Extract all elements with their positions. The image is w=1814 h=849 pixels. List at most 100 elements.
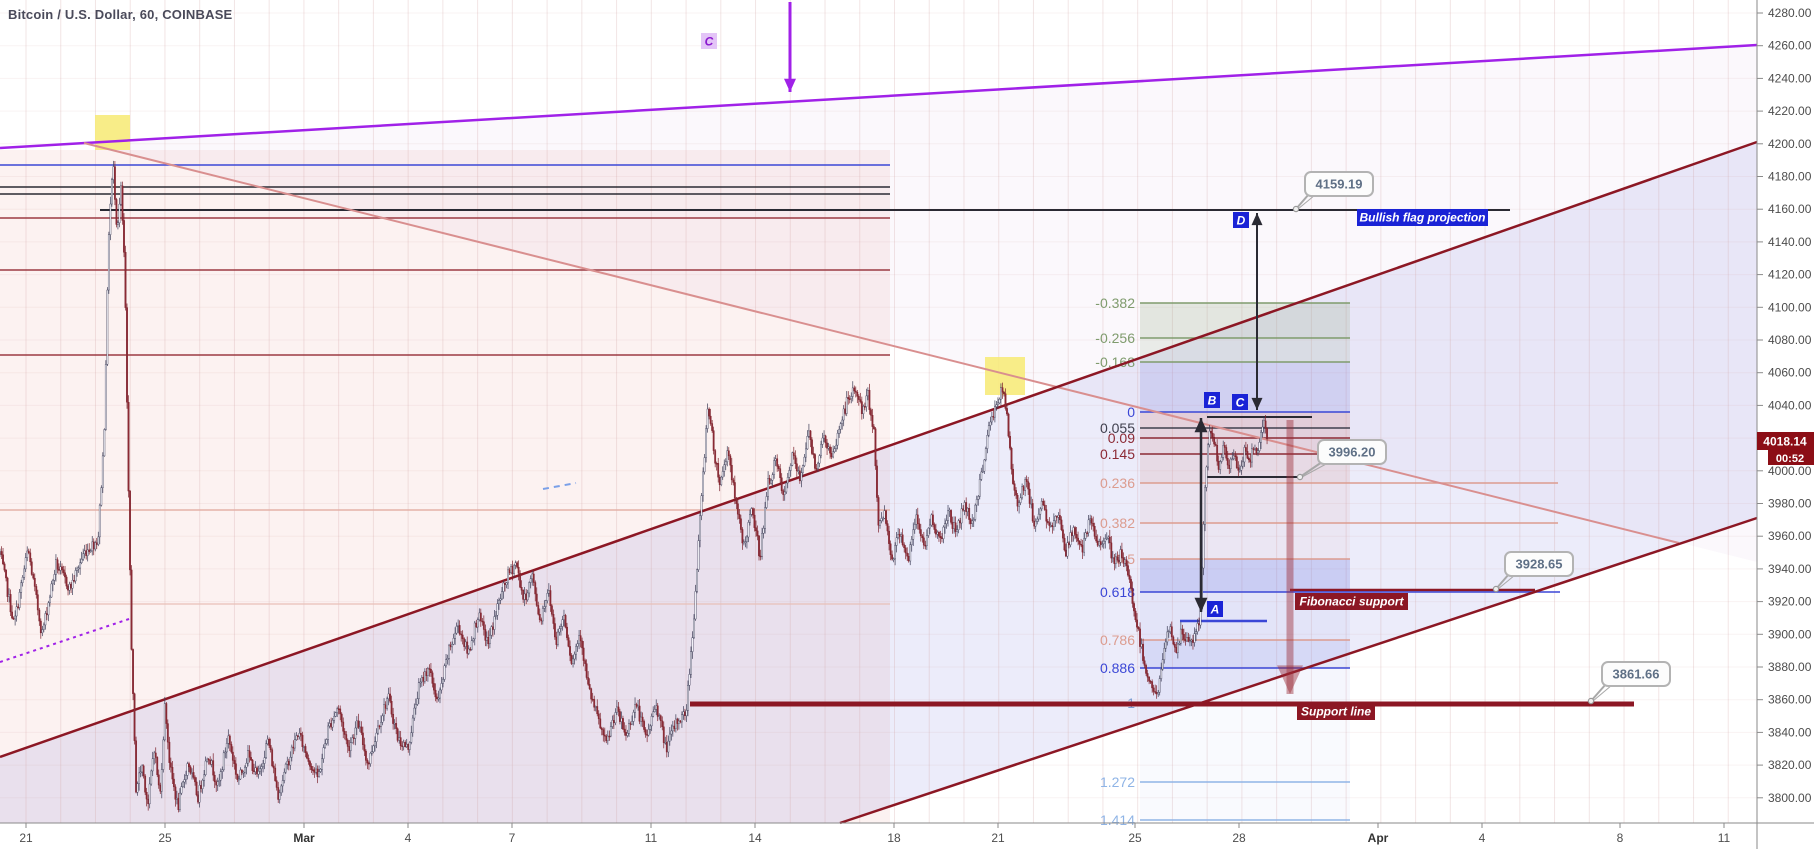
candlestick bbox=[309, 761, 311, 767]
candlestick bbox=[1130, 579, 1132, 589]
price-callout[interactable]: 4159.19 bbox=[1292, 171, 1374, 213]
candlestick bbox=[1266, 428, 1268, 440]
marker-c[interactable]: C bbox=[701, 33, 717, 49]
candlestick bbox=[768, 478, 771, 484]
candlestick bbox=[1022, 486, 1025, 491]
candlestick bbox=[392, 713, 395, 724]
candlestick bbox=[953, 522, 955, 529]
candlestick bbox=[292, 746, 295, 749]
purple-wave-line[interactable] bbox=[0, 43, 1758, 150]
candlestick bbox=[901, 534, 904, 545]
price-callout[interactable]: 3996.20 bbox=[1296, 439, 1387, 481]
purple-dotted-line[interactable] bbox=[0, 617, 133, 663]
candlestick bbox=[907, 556, 910, 562]
candlestick bbox=[446, 658, 449, 660]
candlestick bbox=[860, 401, 863, 414]
candlestick bbox=[640, 716, 642, 722]
candlestick bbox=[372, 745, 375, 753]
candlestick bbox=[758, 535, 760, 557]
highlight-feb-spike[interactable] bbox=[95, 115, 130, 150]
tag-bullish-flag-projection[interactable]: Bullish flag projection bbox=[1357, 209, 1488, 226]
fib-band bbox=[1140, 338, 1350, 362]
candlestick bbox=[575, 646, 577, 655]
marker-b[interactable]: B bbox=[1204, 392, 1220, 408]
candlestick bbox=[138, 772, 141, 784]
candlestick bbox=[230, 744, 233, 753]
candlestick bbox=[194, 777, 196, 783]
candlestick bbox=[851, 387, 854, 397]
candlestick bbox=[191, 772, 193, 774]
price-axis[interactable]: 4280.00 4260.00 4240.00 4220.00 4200.00 4180.… bbox=[1756, 0, 1814, 849]
candlestick bbox=[750, 508, 753, 515]
candlestick bbox=[833, 448, 836, 452]
candlestick bbox=[972, 519, 975, 522]
candlestick bbox=[603, 734, 606, 737]
candlestick bbox=[1204, 487, 1206, 525]
candlestick bbox=[198, 785, 201, 803]
candlestick bbox=[162, 739, 165, 770]
candlestick bbox=[368, 762, 370, 765]
price-callout[interactable]: 3928.65 bbox=[1492, 551, 1574, 593]
candlestick bbox=[594, 706, 597, 708]
candlestick bbox=[563, 615, 565, 620]
candlestick bbox=[121, 185, 124, 221]
fib-band bbox=[1140, 523, 1350, 559]
candlestick bbox=[215, 781, 218, 786]
candlestick bbox=[847, 397, 850, 399]
candlestick bbox=[263, 757, 266, 764]
candlestick bbox=[1170, 626, 1173, 638]
candlestick bbox=[380, 721, 382, 727]
candlestick bbox=[62, 569, 65, 573]
ab-impulse-arrow[interactable] bbox=[1194, 418, 1208, 612]
purple-wave-arrow[interactable] bbox=[784, 2, 796, 92]
candlestick bbox=[225, 743, 228, 753]
marker-c[interactable]: C bbox=[1232, 394, 1248, 410]
channel-lower-line[interactable] bbox=[839, 516, 1758, 825]
support-drop-arrow[interactable] bbox=[1277, 420, 1303, 694]
d-projection-arrow[interactable] bbox=[1251, 213, 1263, 410]
candlestick bbox=[706, 408, 709, 429]
candlestick bbox=[395, 723, 398, 729]
candlestick bbox=[709, 415, 712, 424]
fib-band bbox=[1140, 412, 1350, 428]
time-axis[interactable]: 21 25 Mar 4 7 11 14 18 21 25 28 Apr 4 8 11 bbox=[0, 822, 1814, 845]
candlestick bbox=[915, 514, 918, 525]
marker-d[interactable]: D bbox=[1233, 212, 1249, 228]
candlestick bbox=[52, 580, 54, 585]
candlestick bbox=[743, 541, 745, 544]
callout-pointer2 bbox=[1497, 574, 1516, 590]
tag-support-line[interactable]: Support line bbox=[1297, 704, 1375, 720]
pink-downtrend-line[interactable] bbox=[83, 142, 1680, 544]
candlestick bbox=[622, 718, 624, 730]
candlestick bbox=[1048, 522, 1051, 526]
blue-dash-mark[interactable] bbox=[542, 482, 577, 490]
candlestick bbox=[1176, 643, 1179, 653]
fib-level-label: 0.886 bbox=[1100, 660, 1135, 676]
candlestick bbox=[484, 629, 487, 641]
candlestick bbox=[67, 585, 69, 591]
candlestick bbox=[528, 582, 531, 594]
candlestick bbox=[1148, 676, 1151, 682]
candlestick bbox=[262, 763, 264, 767]
candlestick bbox=[476, 619, 479, 628]
candlestick bbox=[59, 566, 62, 571]
candlestick bbox=[859, 399, 862, 402]
candlestick bbox=[938, 531, 940, 537]
highlight-mar21-spike[interactable] bbox=[985, 357, 1025, 395]
candlestick bbox=[531, 573, 534, 580]
candlestick bbox=[803, 456, 806, 466]
marker-a[interactable]: A bbox=[1207, 601, 1223, 617]
candlestick bbox=[986, 435, 989, 449]
candlestick bbox=[88, 549, 91, 552]
candlestick bbox=[299, 733, 302, 736]
candlestick bbox=[283, 771, 286, 781]
candlestick bbox=[792, 452, 795, 456]
channel-upper-line[interactable] bbox=[0, 140, 1758, 759]
candlestick bbox=[330, 723, 333, 728]
candlestick bbox=[253, 770, 255, 773]
tag-fibonacci-support[interactable]: Fibonacci support bbox=[1295, 593, 1408, 610]
candlestick bbox=[1173, 643, 1176, 648]
candlestick bbox=[206, 758, 209, 762]
price-callout[interactable]: 3861.66 bbox=[1587, 661, 1671, 705]
